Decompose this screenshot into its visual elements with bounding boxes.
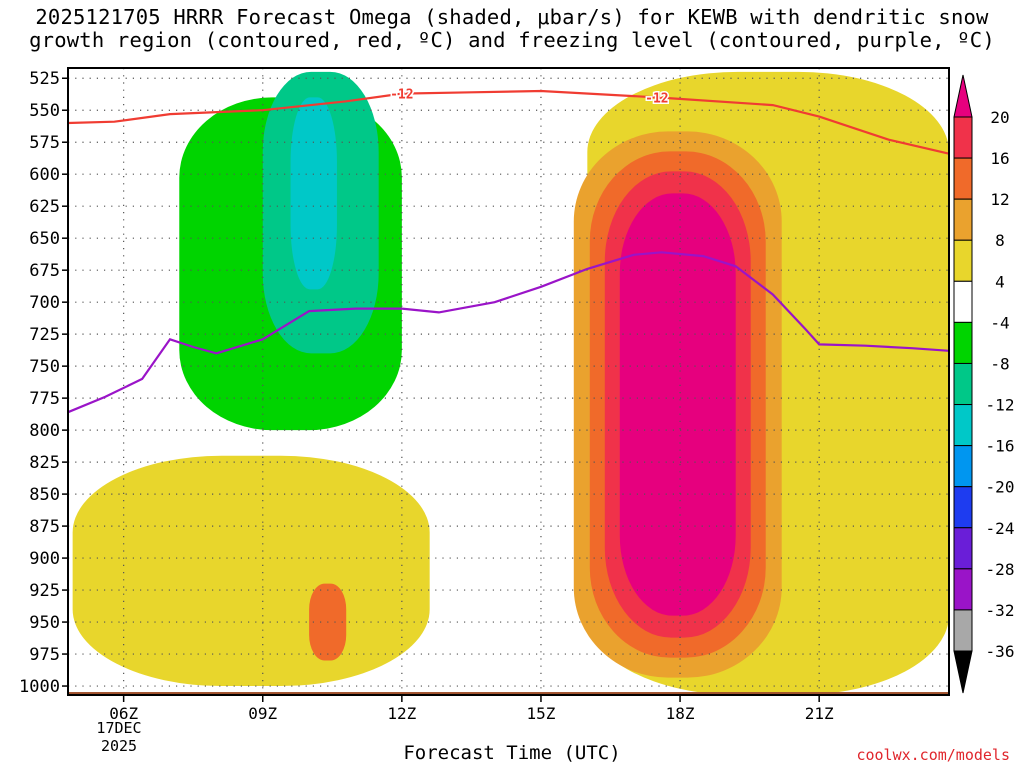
- y-tick-label-725: 725: [29, 325, 60, 345]
- x-axis-label: Forecast Time (UTC): [403, 742, 621, 764]
- x-tick-label-09Z: 09Z: [248, 704, 277, 723]
- y-tick-label-750: 750: [29, 357, 60, 377]
- colorbar-label--16: -16: [986, 437, 1015, 456]
- date-label-day: 17DEC: [96, 719, 142, 737]
- y-tick-label-850: 850: [29, 485, 60, 505]
- x-tick-label-15Z: 15Z: [527, 704, 556, 723]
- colorbar-label--28: -28: [986, 560, 1015, 579]
- colorbar-top-arrow: [953, 74, 973, 118]
- colorbar-label-4: 4: [995, 272, 1005, 291]
- colorbar-label--24: -24: [986, 519, 1015, 538]
- colorbar-segment--4: [953, 321, 973, 364]
- dendritic-contour-label-1: -12: [645, 91, 668, 106]
- y-tick-label-650: 650: [29, 229, 60, 249]
- y-tick-label-900: 900: [29, 549, 60, 569]
- colorbar-label-12: 12: [990, 190, 1009, 209]
- colorbar-segment--8: [953, 362, 973, 406]
- colorbar-segment--28: [953, 568, 973, 611]
- colorbar-group: 20 16 12 8 4 -4 -8 -12 -16 -20 -24 -28 -32 -36: [953, 74, 1015, 694]
- y-tick-label-525: 525: [29, 69, 60, 89]
- y-tick-label-775: 775: [29, 389, 60, 409]
- x-tick-label-18Z: 18Z: [666, 704, 695, 723]
- freezing-level-line: [67, 251, 950, 414]
- colorbar-segment--32: [953, 609, 973, 652]
- plot-frame: [67, 67, 950, 696]
- colorbar-label--20: -20: [986, 478, 1015, 497]
- y-tick-label-600: 600: [29, 165, 60, 185]
- colorbar-bottom-arrow: [953, 650, 973, 694]
- chart-title: 2025121705 HRRR Forecast Omega (shaded, …: [29, 5, 995, 52]
- omega-region-5: [72, 455, 430, 687]
- colorbar-label--12: -12: [986, 396, 1015, 415]
- colorbar-label--32: -32: [986, 601, 1015, 620]
- y-tick-label-625: 625: [29, 197, 60, 217]
- colorbar-segment-20: [953, 116, 973, 159]
- x-tick-label-12Z: 12Z: [387, 704, 416, 723]
- colorbar-segment--16: [953, 445, 973, 488]
- colorbar-label-16: 16: [990, 149, 1009, 168]
- date-label-year: 2025: [100, 737, 138, 755]
- site-credit[interactable]: coolwx.com/models: [856, 746, 1010, 764]
- y-tick-label-700: 700: [29, 293, 60, 313]
- x-tick-label-21Z: 21Z: [805, 704, 834, 723]
- terrain-strip: [68, 692, 949, 695]
- omega-region-2: [290, 97, 337, 290]
- x-tick-label-06Z: 06Z: [109, 704, 138, 723]
- y-tick-label-950: 950: [29, 613, 60, 633]
- y-tick-label-975: 975: [29, 645, 60, 665]
- colorbar-label--8: -8: [990, 354, 1009, 373]
- y-tick-label-825: 825: [29, 453, 60, 473]
- colorbar-label-8: 8: [995, 231, 1005, 250]
- dendritic-contour-line: [67, 89, 950, 155]
- omega-shading-group: [72, 71, 949, 696]
- colorbar-segment--12: [953, 404, 973, 447]
- colorbar-segment-12: [953, 198, 973, 241]
- colorbar-segment--20: [953, 486, 973, 529]
- y-tick-label-575: 575: [29, 133, 60, 153]
- omega-core-peak: [619, 193, 736, 616]
- y-tick-label-675: 675: [29, 261, 60, 281]
- dendritic-contour-label-0: -12: [390, 88, 413, 103]
- y-tick-label-800: 800: [29, 421, 60, 441]
- colorbar-label--4: -4: [990, 313, 1009, 332]
- colorbar-label--36: -36: [986, 642, 1015, 661]
- colorbar-label-20: 20: [990, 108, 1009, 127]
- colorbar-segment-8: [953, 239, 973, 282]
- colorbar-segment-4: [953, 280, 973, 323]
- y-tick-label-925: 925: [29, 581, 60, 601]
- y-tick-label-1000: 1000: [19, 677, 60, 697]
- colorbar-segment-16: [953, 157, 973, 200]
- y-tick-label-550: 550: [29, 101, 60, 121]
- colorbar-segment--24: [953, 527, 973, 570]
- y-tick-label-875: 875: [29, 517, 60, 537]
